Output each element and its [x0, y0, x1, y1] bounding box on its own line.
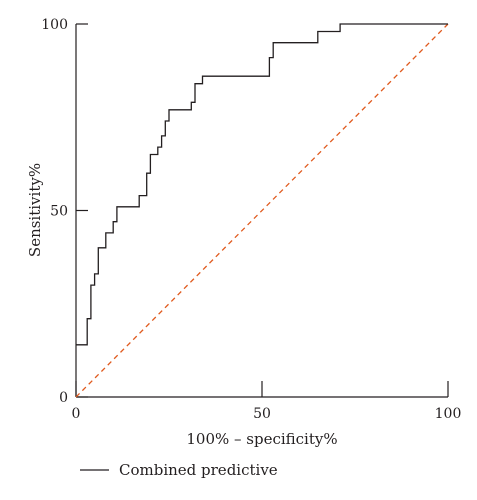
x-tick-label: 100: [435, 406, 462, 422]
x-tick-label: 50: [253, 406, 271, 422]
y-axis-ticks: 0 50 100: [41, 17, 88, 406]
series-layer: [75, 23, 449, 398]
roc-curve-combined-predictive: [76, 23, 448, 346]
x-axis-title: 100% – specificity%: [186, 430, 337, 448]
legend: Combined predictive: [80, 461, 278, 479]
legend-label-combined-predictive: Combined predictive: [119, 461, 278, 479]
x-tick-label: 0: [72, 406, 81, 422]
y-tick-label: 100: [41, 17, 68, 33]
y-axis-title: Sensitivity%: [26, 163, 44, 257]
y-tick-label: 0: [59, 390, 68, 406]
x-axis-ticks: 0 50 100: [72, 381, 462, 422]
y-tick-label: 50: [50, 204, 68, 220]
reference-diagonal-line: [75, 23, 449, 398]
